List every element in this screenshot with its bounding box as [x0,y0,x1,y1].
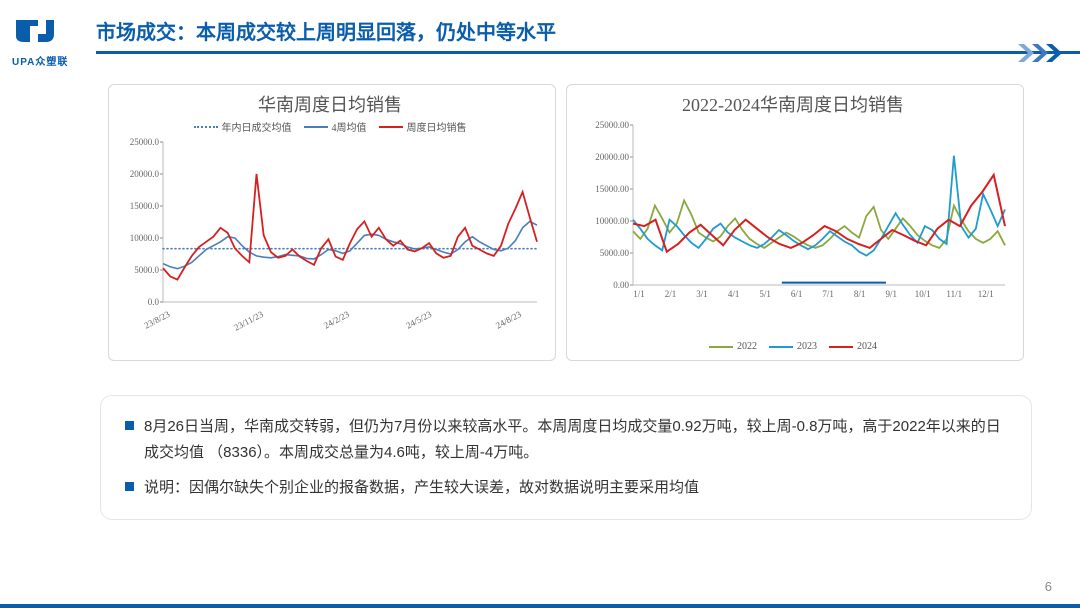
chart-left-legend: 年内日成交均值4周均值周度日均销售 [115,119,545,134]
svg-text:5000.0: 5000.0 [134,265,159,275]
header: UPA众塑联 市场成交：本周成交较上周明显回落，仍处中等水平 [0,0,1080,64]
svg-text:15000.00: 15000.00 [595,184,629,194]
svg-text:10000.00: 10000.00 [595,216,629,226]
chart-right-card: 2022-2024华南周度日均销售 0.00 5000.00 10000.00 150… [566,84,1024,361]
svg-text:11/1: 11/1 [946,289,962,299]
note-2-text: 说明：因偶尔缺失个别企业的报备数据，产生较大误差，故对数据说明主要采用均值 [144,475,699,501]
svg-text:3/1: 3/1 [696,289,708,299]
footer-bar [0,604,1080,608]
svg-text:10000.0: 10000.0 [130,233,160,243]
svg-text:7/1: 7/1 [822,289,834,299]
chart-left-card: 华南周度日均销售 年内日成交均值4周均值周度日均销售 0.0 5000.0 1000… [108,84,556,361]
title-bar: 市场成交：本周成交较上周明显回落，仍处中等水平 [96,16,1080,54]
svg-text:15000.0: 15000.0 [130,201,160,211]
page-number: 6 [1045,579,1052,594]
chart-left-title: 华南周度日均销售 [115,91,545,117]
chart-right-title: 2022-2024华南周度日均销售 [573,91,1013,117]
svg-text:2/1: 2/1 [665,289,677,299]
title-underline [96,51,1080,54]
note-1-text: 8月26日当周，华南成交转弱，但仍为7月份以来较高水平。本周周度日均成交量0.9… [144,414,1007,465]
logo-text: UPA众塑联 [12,53,68,68]
svg-text:23/8/23: 23/8/23 [142,309,171,331]
svg-text:6/1: 6/1 [791,289,803,299]
note-2: 说明：因偶尔缺失个别企业的报备数据，产生较大误差，故对数据说明主要采用均值 [125,475,1007,501]
charts-row: 华南周度日均销售 年内日成交均值4周均值周度日均销售 0.0 5000.0 1000… [100,84,1032,361]
svg-text:10/1: 10/1 [915,289,931,299]
chart-left-svg: 0.0 5000.0 10000.0 15000.0 20000.0 25000.0 23/… [115,136,545,356]
svg-text:12/1: 12/1 [978,289,994,299]
chevrons-icon [1018,44,1074,62]
svg-text:23/11/23: 23/11/23 [232,309,265,333]
svg-text:5/1: 5/1 [759,289,771,299]
note-1: 8月26日当周，华南成交转弱，但仍为7月份以来较高水平。本周周度日均成交量0.9… [125,414,1007,465]
brand-mark-icon [12,18,60,46]
page-title: 市场成交：本周成交较上周明显回落，仍处中等水平 [96,16,1080,45]
svg-text:8/1: 8/1 [854,289,866,299]
svg-text:20000.00: 20000.00 [595,152,629,162]
chart-right-svg: 0.00 5000.00 10000.00 15000.00 20000.00 25000… [573,119,1013,339]
svg-text:4/1: 4/1 [728,289,740,299]
svg-text:25000.0: 25000.0 [130,137,160,147]
svg-text:20000.0: 20000.0 [130,169,160,179]
svg-text:25000.00: 25000.00 [595,120,629,130]
svg-text:5000.00: 5000.00 [600,248,630,258]
logo: UPA众塑联 [12,18,68,68]
bullet-icon [125,482,134,491]
svg-text:0.00: 0.00 [613,280,629,290]
svg-text:24/5/23: 24/5/23 [404,309,433,331]
bullet-icon [125,421,134,430]
chart-right-legend: 202220232024 [573,341,1013,352]
svg-text:24/8/23: 24/8/23 [494,309,523,331]
svg-text:24/2/23: 24/2/23 [322,309,351,331]
svg-text:9/1: 9/1 [885,289,897,299]
svg-text:1/1: 1/1 [633,289,645,299]
notes-card: 8月26日当周，华南成交转弱，但仍为7月份以来较高水平。本周周度日均成交量0.9… [100,395,1032,520]
svg-text:0.0: 0.0 [148,297,160,307]
